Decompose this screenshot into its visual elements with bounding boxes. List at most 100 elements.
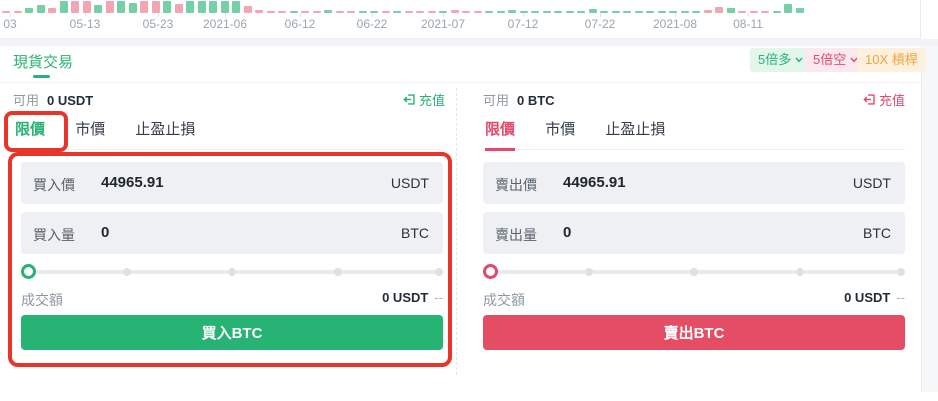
amount-unit: BTC	[863, 225, 891, 241]
available-balance: 0 BTC	[517, 93, 555, 108]
volume-bar	[623, 11, 631, 13]
volume-bar	[680, 11, 689, 13]
slider-dot-50[interactable]	[228, 268, 236, 276]
volume-bar	[163, 1, 171, 13]
axis-tick	[158, 13, 159, 17]
volume-bar	[404, 11, 413, 13]
amount-value: 0	[101, 224, 110, 241]
sell-total-row: 成交額 0 USDT --	[483, 290, 905, 308]
axis-label: 03	[3, 17, 17, 31]
volume-bar	[324, 10, 332, 13]
slider-thumb[interactable]	[483, 264, 498, 279]
slider-dot-50[interactable]	[690, 268, 698, 276]
volume-bar	[209, 1, 217, 13]
tab-limit[interactable]: 限價	[15, 118, 46, 151]
axis-tick	[443, 13, 444, 17]
tab-market[interactable]: 市價	[545, 121, 576, 138]
volume-bar	[358, 11, 367, 13]
axis-label: 08-11	[733, 17, 763, 31]
volume-bar	[611, 11, 620, 13]
leverage-10x-button[interactable]: 10X 槓桿	[857, 48, 926, 72]
axis-label: 05-23	[142, 17, 174, 31]
axis-label: 2021-08	[652, 17, 698, 31]
volume-bar	[393, 11, 401, 13]
available-balance: 0 USDT	[47, 93, 94, 108]
volume-bar	[289, 11, 298, 13]
volume-bar	[427, 11, 436, 13]
sell-button[interactable]: 賣出BTC	[483, 315, 905, 350]
slider-dot-100[interactable]	[435, 268, 443, 276]
volume-bar	[772, 11, 781, 13]
deposit-link[interactable]: 充值	[403, 90, 445, 109]
tab-limit[interactable]: 限價	[485, 118, 516, 151]
buy-button[interactable]: 買入BTC	[21, 315, 443, 350]
slider-dot-75[interactable]	[333, 268, 342, 276]
volume-bar	[243, 6, 252, 13]
tab-tpsl[interactable]: 止盈止損	[605, 121, 666, 138]
chevron-down-icon	[795, 57, 803, 63]
volume-bar	[496, 11, 505, 13]
leverage-short-button[interactable]: 5倍空	[805, 48, 867, 72]
volume-bar	[186, 1, 194, 13]
total-label: 成交額	[483, 292, 525, 308]
buy-percent-slider[interactable]	[21, 262, 443, 282]
price-unit: USDT	[852, 175, 891, 191]
deposit-link[interactable]: 充值	[863, 90, 905, 109]
slider-thumb[interactable]	[21, 264, 36, 279]
volume-bar	[301, 11, 309, 13]
volume-bar	[197, 1, 206, 13]
volume-bar	[266, 11, 275, 13]
volume-bar	[105, 1, 114, 13]
tab-market[interactable]: 市價	[75, 121, 106, 138]
axis-tick	[372, 13, 373, 17]
page-title-underline	[33, 75, 50, 78]
volume-bar	[692, 11, 700, 13]
axis-label: 2021-06	[202, 17, 248, 31]
volume-bar	[473, 11, 482, 13]
volume-bar	[703, 10, 712, 13]
sell-price-input[interactable]: 賣出價 44965.91 USDT	[483, 162, 905, 204]
price-value: 44965.91	[563, 174, 626, 191]
leverage-long-button[interactable]: 5倍多	[750, 48, 812, 72]
slider-dot-100[interactable]	[897, 268, 905, 276]
buy-total-row: 成交額 0 USDT --	[21, 290, 443, 308]
volume-bar	[634, 11, 643, 13]
volume-bar	[416, 11, 424, 13]
slider-dot-25[interactable]	[122, 268, 131, 276]
volume-bar	[381, 11, 390, 13]
volume-bar	[738, 11, 746, 13]
volume-bar	[439, 11, 447, 13]
amount-label: 賣出量	[495, 227, 537, 243]
volume-bar	[715, 7, 723, 13]
price-unit: USDT	[390, 175, 429, 191]
sell-order-type-tabs: 限價 市價 止盈止損	[485, 118, 905, 151]
amount-unit: BTC	[401, 225, 429, 241]
volume-bar	[450, 10, 459, 13]
volume-bar	[347, 11, 355, 13]
deposit-icon	[863, 94, 875, 105]
axis-label: 2021-07	[420, 17, 466, 31]
sell-amount-input[interactable]: 賣出量 0 BTC	[483, 212, 905, 254]
volume-bar	[36, 5, 45, 13]
volume-bar	[71, 1, 79, 13]
volume-bar	[140, 1, 148, 13]
volume-bar	[48, 8, 56, 13]
buy-amount-input[interactable]: 買入量 0 BTC	[21, 212, 443, 254]
volume-bar	[669, 11, 677, 13]
volume-bar	[508, 10, 516, 13]
buy-price-input[interactable]: 買入價 44965.91 USDT	[21, 162, 443, 204]
tab-tpsl[interactable]: 止盈止損	[135, 121, 196, 138]
slider-dot-75[interactable]	[795, 268, 804, 276]
leverage-long-label: 5倍多	[758, 52, 792, 67]
volume-bar	[519, 11, 528, 13]
sell-percent-slider[interactable]	[483, 262, 905, 282]
volume-bar	[335, 11, 344, 13]
page-title: 現貨交易	[13, 54, 74, 71]
deposit-label: 充值	[878, 93, 905, 108]
price-chart-timeline[interactable]: 03 05-13 05-23 2021-06 06-12 06-22 2021-07 07-1…	[0, 0, 921, 39]
slider-dot-25[interactable]	[584, 268, 593, 276]
axis-label: 06-22	[356, 17, 388, 31]
deposit-icon	[403, 94, 415, 105]
buy-order-type-tabs: 限價 市價 止盈止損	[15, 118, 445, 151]
available-label: 可用	[483, 93, 510, 108]
